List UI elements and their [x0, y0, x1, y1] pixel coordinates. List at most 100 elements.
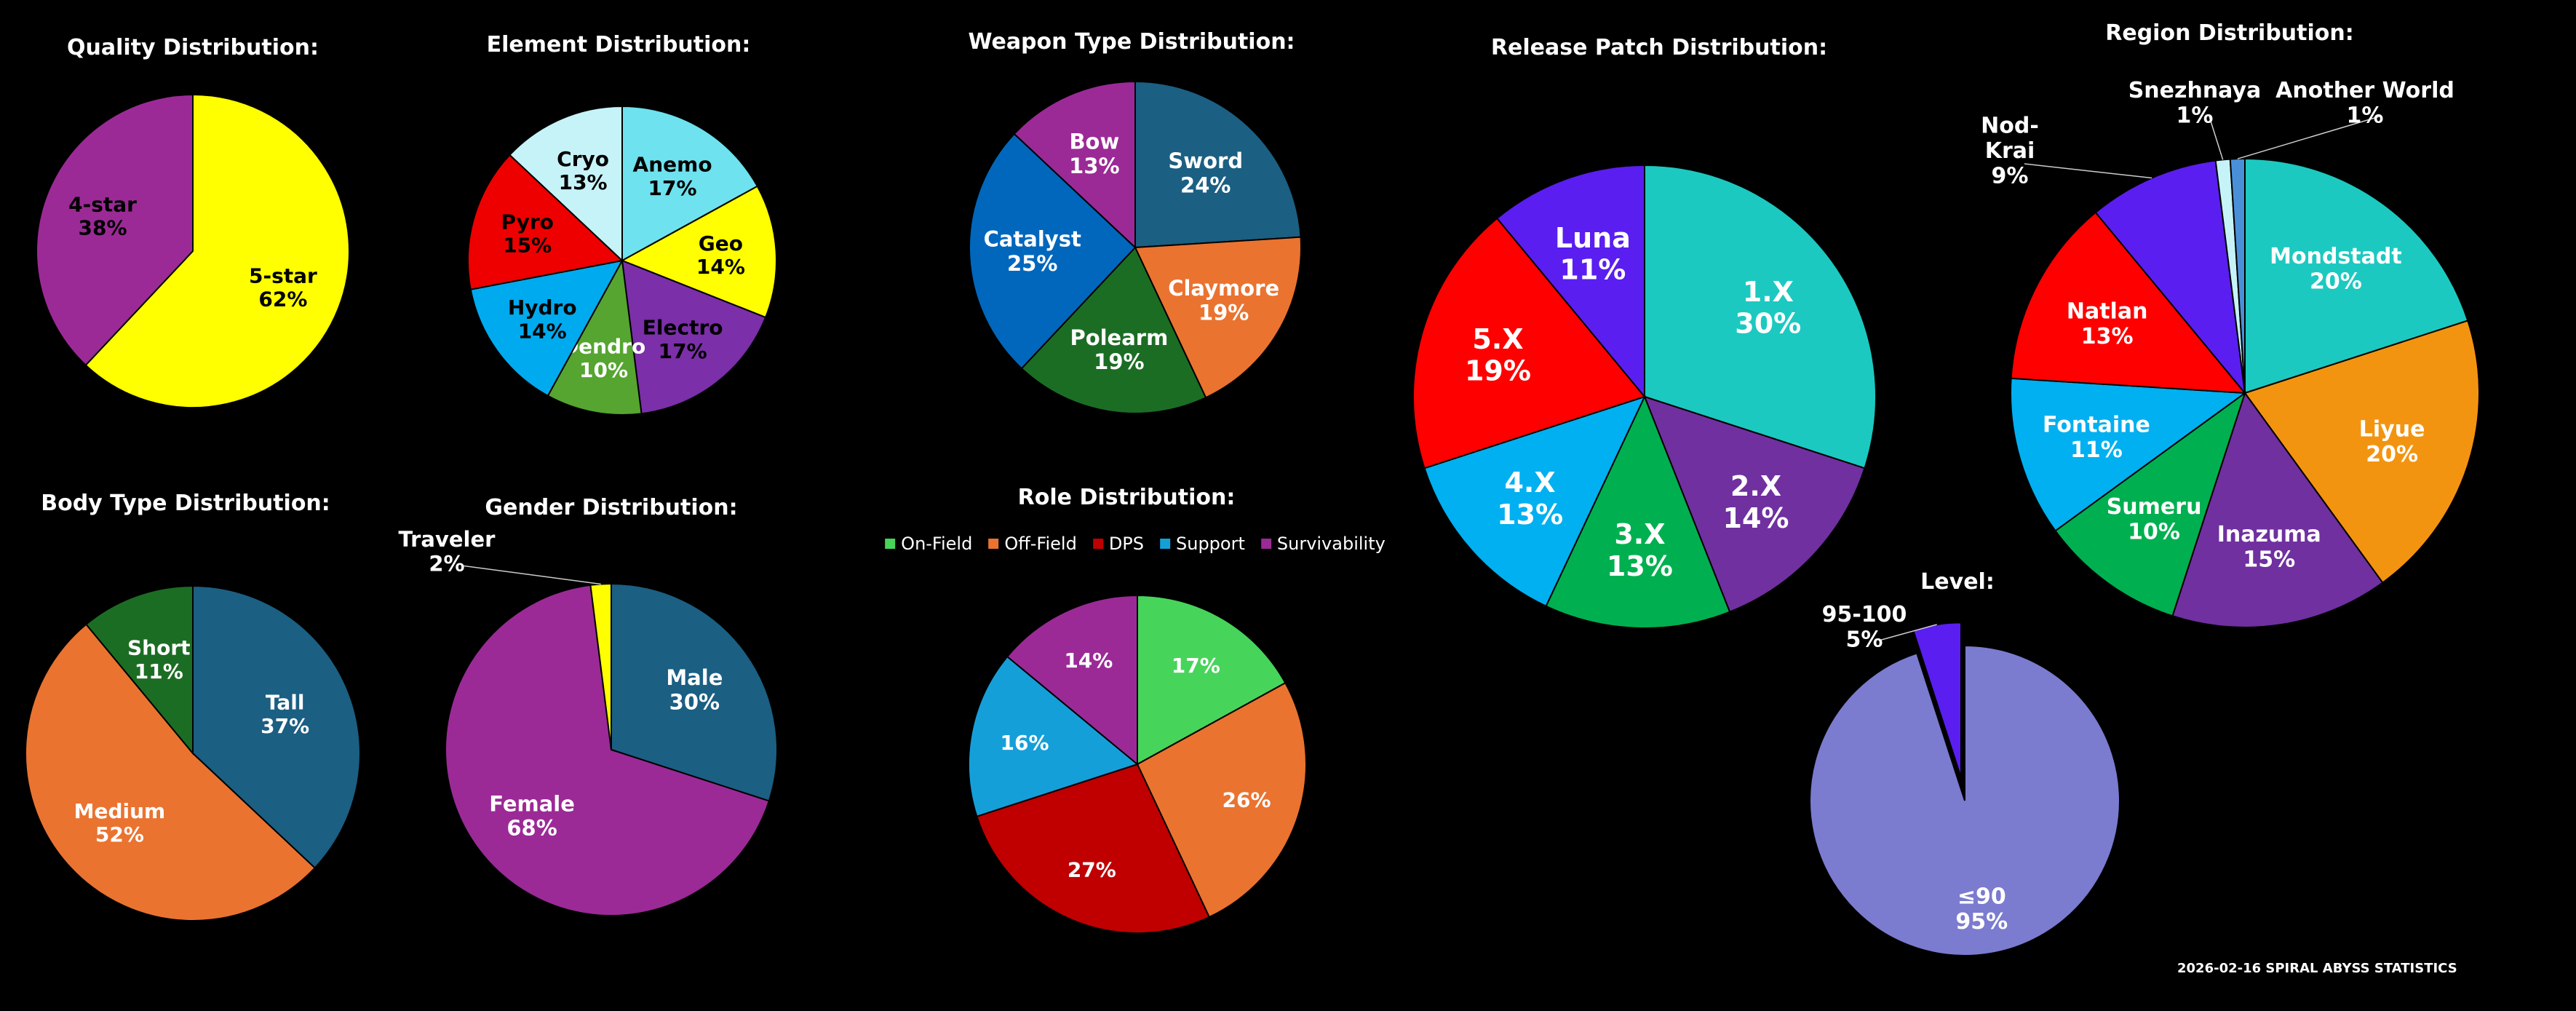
body-data-label: Tall 37% — [261, 691, 309, 738]
weapon-data-label: Bow 13% — [1069, 129, 1119, 178]
legend-item-dps: DPS — [1092, 534, 1144, 554]
region-data-label: Liyue 20% — [2359, 417, 2425, 468]
body-chart-title: Body Type Distribution: — [41, 491, 330, 516]
patch-chart-title: Release Patch Distribution: — [1490, 35, 1828, 60]
legend-item-off-field: Off-Field — [988, 534, 1077, 554]
region-slice-natlan — [2010, 211, 2247, 395]
patch-slice-luna — [1495, 164, 1645, 399]
gender-data-label: Female 68% — [489, 791, 575, 840]
legend-item-on-field: On-Field — [885, 534, 972, 554]
quality-slice-5-star — [84, 93, 350, 408]
role-data-label: 17% — [1172, 654, 1220, 678]
region-pie: Mondstadt 20% Liyue 20% Inazuma 15% Sumeru 10% F… — [1981, 78, 2480, 628]
role-slice-support — [967, 655, 1140, 817]
region-slice-inazuma — [2171, 391, 2384, 628]
region-data-label: Mondstadt 20% — [2270, 244, 2402, 295]
region-data-label: Another World 1% — [2275, 78, 2454, 129]
legend-swatch — [1160, 539, 1170, 549]
region-data-label: Snezhnaya 1% — [2128, 78, 2262, 129]
body-pie: Tall 37% Medium 52% Short 11% — [25, 584, 362, 921]
quality-data-label: 4-star 38% — [68, 192, 137, 239]
patch-slice-2-x — [1643, 395, 1866, 613]
patch-pie: 1.X 30% 2.X 14% 3.X 13% 4.X 13% 5.X 19% Luna 11% — [1412, 164, 1877, 629]
role-slice-dps — [976, 763, 1211, 934]
element-slice-electro — [621, 259, 767, 415]
element-data-label: Electro 17% — [643, 316, 723, 363]
weapon-data-label: Sword 24% — [1168, 148, 1243, 197]
region-slice-sumeru — [2054, 391, 2246, 617]
region-data-label: Fontaine 11% — [2043, 412, 2150, 463]
element-slice-cryo — [509, 105, 623, 263]
element-chart-title: Element Distribution: — [486, 32, 751, 58]
gender-data-label: Traveler 2% — [399, 527, 496, 576]
legend-swatch — [988, 539, 999, 549]
patch-data-label: 4.X 13% — [1497, 467, 1563, 531]
level-data-label: 95-100 5% — [1822, 602, 1907, 653]
body-data-label: Medium 52% — [74, 799, 166, 847]
role-data-label: 14% — [1064, 649, 1113, 673]
region-data-label: Nod-Krai 9% — [1981, 114, 2039, 189]
legend-swatch — [885, 539, 896, 549]
patch-slice-1-x — [1644, 164, 1877, 469]
role-slice-on-field — [1137, 594, 1287, 766]
body-data-label: Short 11% — [127, 636, 191, 683]
legend-item-survivability: Survivability — [1260, 534, 1386, 554]
legend-swatch — [1092, 539, 1103, 549]
role-data-label: 27% — [1068, 858, 1116, 882]
patch-data-label: 5.X 19% — [1465, 323, 1531, 387]
region-data-label: Natlan 13% — [2067, 299, 2148, 350]
body-slice-tall — [192, 584, 362, 869]
weapon-data-label: Polearm 19% — [1070, 325, 1168, 374]
patch-data-label: Luna 11% — [1555, 222, 1631, 286]
element-slice-geo — [620, 185, 777, 319]
body-slice-medium — [25, 623, 317, 921]
element-slice-hydro — [469, 259, 624, 397]
region-chart-title: Region Distribution: — [2105, 20, 2354, 46]
weapon-chart-title: Weapon Type Distribution: — [968, 29, 1295, 55]
legend-label: Off-Field — [1004, 534, 1077, 554]
element-slice-anemo — [621, 105, 759, 262]
weapon-pie: Sword 24% Claymore 19%Polearm 19% Catalyst 25%… — [969, 80, 1302, 414]
gender-chart-title: Gender Distribution: — [485, 495, 738, 520]
patch-data-label: 1.X 30% — [1735, 276, 1801, 340]
region-data-label: Sumeru 10% — [2107, 494, 2202, 545]
region-slice-mondstadt — [2244, 157, 2469, 395]
level-pie: ≤90 95% 95-100 5% — [1809, 602, 2120, 956]
patch-data-label: 2.X 14% — [1723, 470, 1789, 534]
element-slice-pyro — [467, 154, 624, 290]
region-leader-line — [2209, 116, 2224, 160]
footer-caption: 2026-02-16 SPIRAL ABYSS STATISTICS — [2177, 961, 2457, 976]
role-data-label: 16% — [1001, 731, 1049, 755]
role-slice-off-field — [1136, 681, 1307, 919]
role-slice-survivability — [1006, 594, 1138, 766]
level-data-label: ≤90 95% — [1955, 884, 2008, 935]
region-slice-nod-krai — [2094, 159, 2246, 396]
element-data-label: Geo 14% — [696, 231, 745, 279]
weapon-slice-bow — [1013, 80, 1136, 250]
patch-slice-4-x — [1423, 395, 1646, 608]
gender-pie: Male 30% Female 68% Traveler 2% — [399, 527, 778, 916]
role-legend: On-Field Off-Field DPS Support Survivabi… — [885, 534, 1386, 554]
gender-slice-female — [445, 584, 771, 916]
region-slice-liyue — [2243, 320, 2480, 584]
legend-label: On-Field — [901, 534, 973, 554]
element-pie: Anemo 17%Geo 14%Electro 17%Dendro 10%Hydro 14… — [467, 105, 777, 416]
legend-swatch — [1260, 539, 1271, 549]
body-slice-short — [84, 584, 194, 756]
legend-label: Support — [1176, 534, 1245, 554]
region-data-label: Inazuma 15% — [2217, 522, 2321, 573]
region-slice-another-world — [2229, 157, 2246, 394]
role-chart-title: Role Distribution: — [1017, 485, 1236, 510]
weapon-slice-polearm — [1020, 246, 1207, 414]
region-leader-line — [2237, 116, 2380, 159]
patch-slice-3-x — [1545, 395, 1731, 629]
element-slice-dendro — [546, 258, 643, 416]
level-slice--90 — [1809, 644, 2120, 956]
quality-slice-4-star — [36, 93, 194, 367]
legend-item-support: Support — [1160, 534, 1245, 554]
element-data-label: Pyro 15% — [501, 210, 554, 258]
patch-data-label: 3.X 13% — [1607, 518, 1673, 582]
level-chart-title: Level: — [1920, 569, 1995, 595]
